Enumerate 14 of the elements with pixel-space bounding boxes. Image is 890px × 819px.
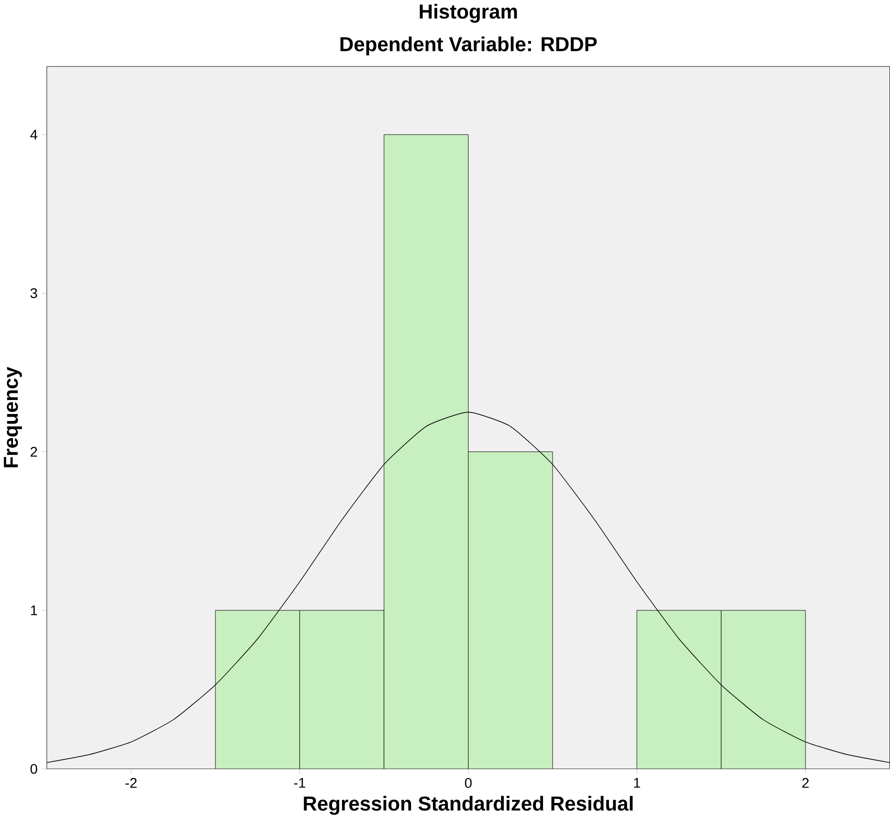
x-tick-label: -2 [126,778,137,788]
x-tick-label: 1 [634,778,640,788]
chart-subtitle: Dependent Variable: RDDP [340,36,597,56]
y-axis-title: Frequency [4,366,22,468]
y-tick-label: 0 [30,764,38,774]
y-tick-label: 3 [30,288,38,298]
y-tick-label: 4 [30,130,38,140]
x-tick-label: -1 [294,778,306,788]
x-tick-label: 0 [464,778,472,788]
y-tick-label: 1 [31,606,38,616]
x-tick-label: 2 [802,778,809,788]
y-tick-label: 2 [30,447,38,457]
chart-title: Histogram [420,4,517,23]
x-axis-title: Regression Standardized Residual [304,796,633,815]
